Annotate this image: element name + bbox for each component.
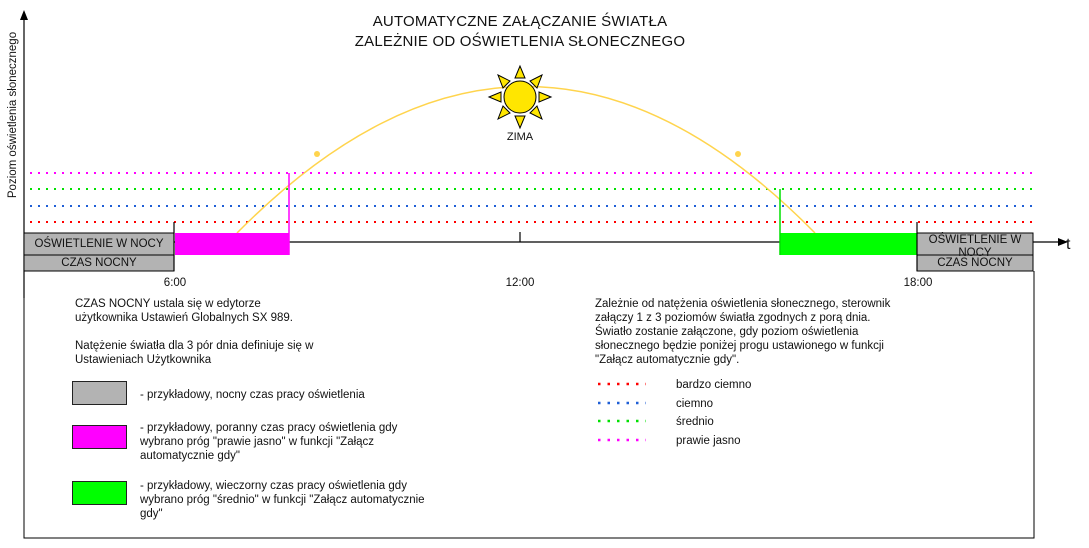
legend-label-bardzo-ciemno: bardzo ciemno (676, 379, 752, 391)
legend-text-morning: - przykładowy, poranny czas pracy oświet… (140, 422, 398, 462)
right-night-label: CZAS NOCNY (937, 257, 1013, 269)
legend-swatch-evening (72, 481, 127, 505)
season-label: ZIMA (506, 131, 534, 143)
legend-swatch-night (72, 381, 127, 405)
legend-text-night: - przykładowy, nocny czas pracy oświetle… (140, 389, 365, 401)
x-axis-arrow (1058, 238, 1068, 246)
right-light-label: OŚWIETLENIE W NOCY (928, 234, 1022, 259)
legend-label-ciemno: ciemno (676, 398, 714, 410)
legend-swatch-morning (72, 425, 127, 449)
tick-label-12-00: 12:00 (505, 277, 535, 289)
sun-path-marker-evening (735, 151, 741, 157)
legend-text-evening: - przykładowy, wieczorny czas pracy oświ… (140, 480, 425, 520)
legend-frame (23, 271, 1035, 539)
y-axis-label: Poziom oświetlenia słonecznego (7, 31, 19, 199)
note-right-description: Zależnie od natężenia oświetlenia słonec… (595, 298, 891, 366)
left-night-label: CZAS NOCNY (61, 257, 137, 269)
title-line-1: AUTOMATYCZNE ZAŁĄCZANIE ŚWIATŁA (372, 13, 668, 30)
note-natezenie: Natężenie światła dla 3 pór dnia definiu… (75, 340, 314, 366)
left-light-label: OŚWIETLENIE W NOCY (34, 238, 164, 250)
note-czas-nocny: CZAS NOCNY ustala się w edytorze użytkow… (75, 298, 293, 324)
evening-light-bar (780, 233, 917, 255)
sun-icon (487, 64, 553, 130)
tick-label-18-00: 18:00 (903, 277, 933, 289)
y-axis-arrow (20, 10, 28, 20)
tick-label-6-00: 6:00 (163, 277, 187, 289)
legend-label-prawie-jasno: prawie jasno (676, 435, 741, 447)
morning-light-bar (175, 233, 289, 255)
legend-label-srednio: średnio (676, 416, 714, 428)
x-axis-label: t (1066, 236, 1071, 253)
title-line-2: ZALEŻNIE OD OŚWIETLENIA SŁONECZNEGO (354, 33, 686, 50)
sun-path-marker-morning (314, 151, 320, 157)
